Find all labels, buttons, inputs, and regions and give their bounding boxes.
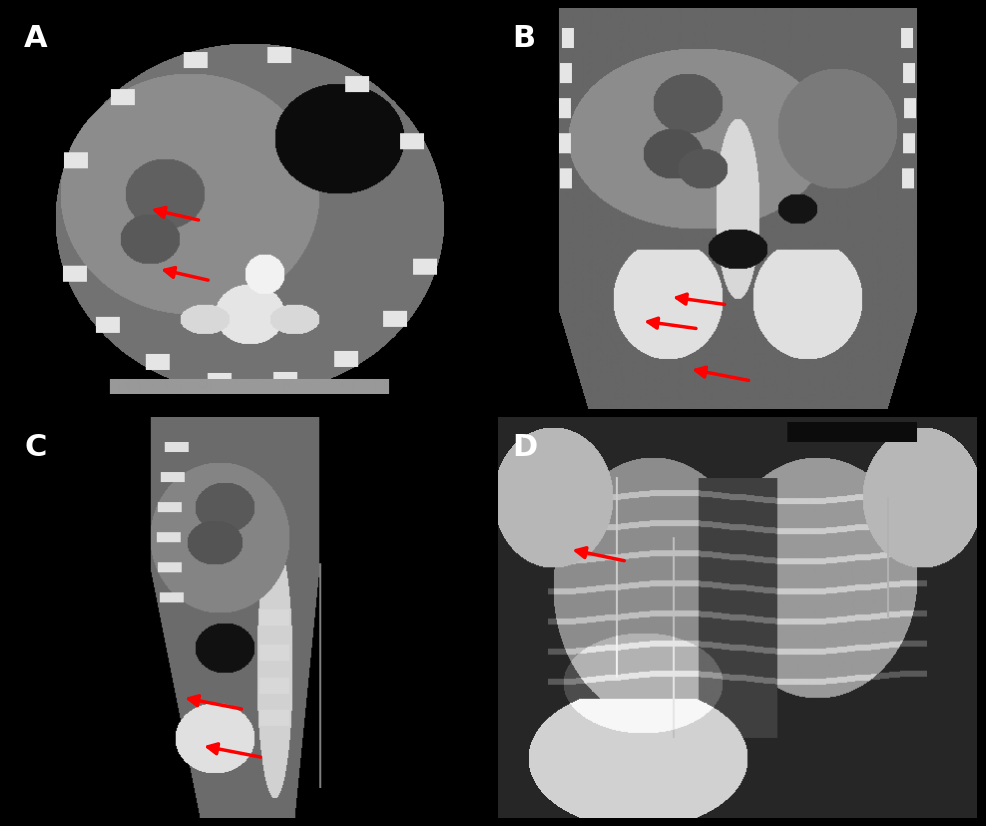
Text: B: B bbox=[512, 24, 535, 54]
Text: D: D bbox=[512, 433, 537, 462]
Text: C: C bbox=[25, 433, 46, 462]
Text: A: A bbox=[25, 24, 48, 54]
